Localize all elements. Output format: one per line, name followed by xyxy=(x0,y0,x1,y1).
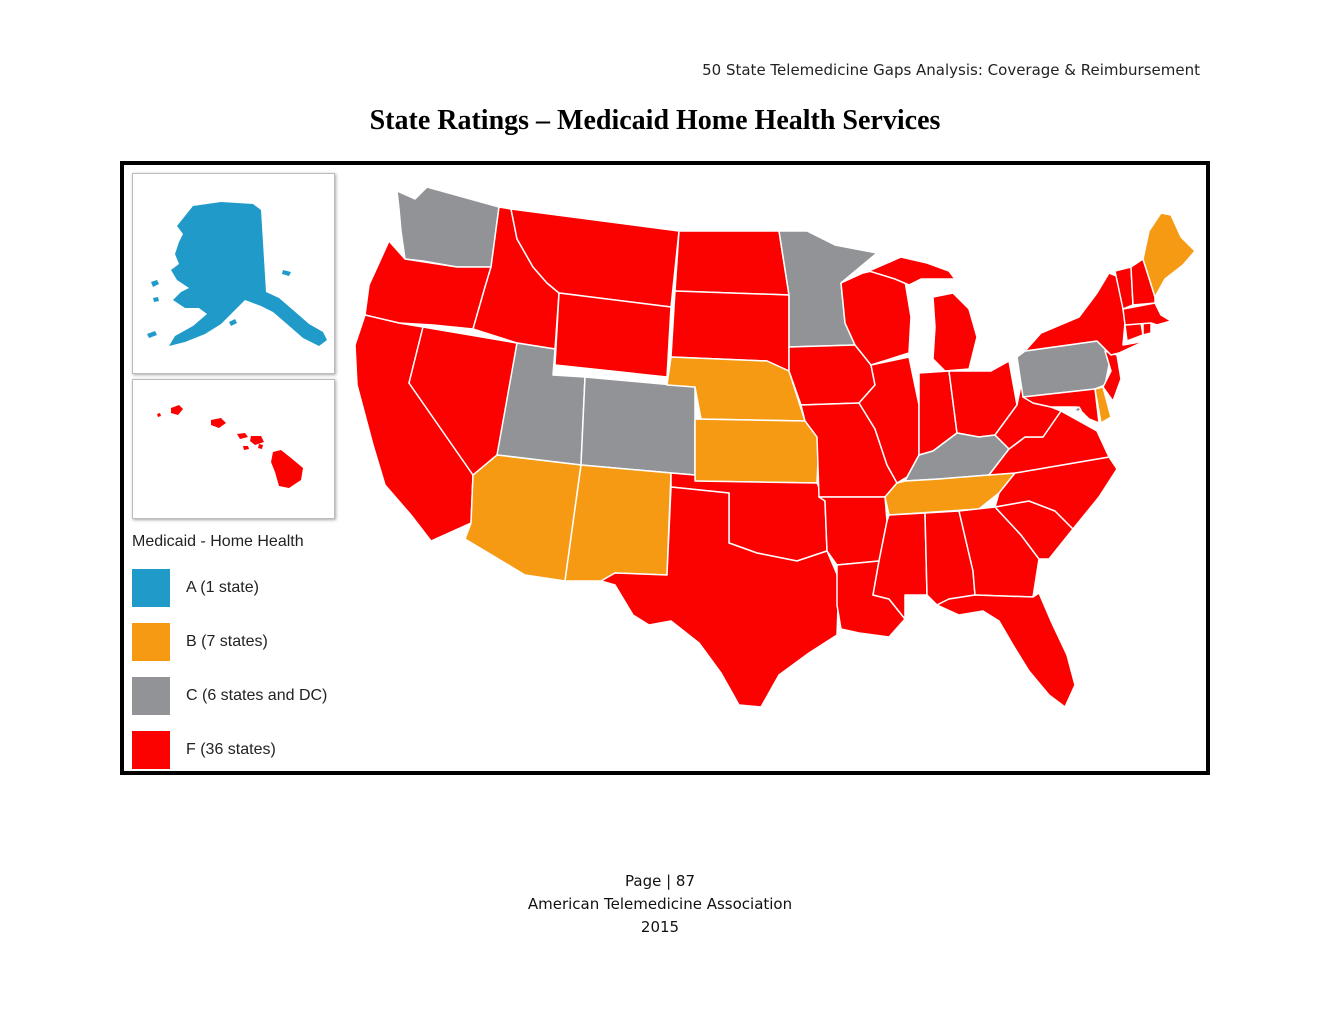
state-AR[interactable] xyxy=(818,496,888,566)
alaska-inset-svg xyxy=(147,202,327,346)
state-NM[interactable] xyxy=(564,464,672,582)
legend-swatch-b xyxy=(132,623,170,661)
page-number: Page | 87 xyxy=(625,872,695,890)
state-MI[interactable] xyxy=(868,256,978,372)
state-NJ[interactable] xyxy=(1102,350,1122,402)
state-RI[interactable] xyxy=(1142,322,1152,336)
legend-item-c: C (6 states and DC) xyxy=(132,669,327,723)
state-HI[interactable] xyxy=(157,405,303,488)
state-ND[interactable] xyxy=(674,230,790,296)
state-TX[interactable] xyxy=(600,486,840,708)
legend-label-b: B (7 states) xyxy=(186,633,268,650)
running-header: 50 State Telemedicine Gaps Analysis: Cov… xyxy=(702,61,1200,79)
legend-label-f: F (36 states) xyxy=(186,741,276,758)
state-CO[interactable] xyxy=(580,376,696,476)
legend: Medicaid - Home Health A (1 state) B (7 … xyxy=(132,533,327,777)
legend-swatch-a xyxy=(132,569,170,607)
legend-swatch-f xyxy=(132,731,170,769)
state-AK[interactable] xyxy=(147,202,327,346)
map-frame: Medicaid - Home Health A (1 state) B (7 … xyxy=(120,161,1210,775)
hawaii-inset xyxy=(132,379,335,519)
legend-item-f: F (36 states) xyxy=(132,723,327,777)
state-AZ[interactable] xyxy=(464,454,582,582)
footer-organization: American Telemedicine Association xyxy=(527,895,793,913)
legend-item-b: B (7 states) xyxy=(132,615,327,669)
legend-item-a: A (1 state) xyxy=(132,561,327,615)
state-CT[interactable] xyxy=(1124,322,1144,342)
state-FL[interactable] xyxy=(936,592,1076,708)
page-title: State Ratings – Medicaid Home Health Ser… xyxy=(369,105,941,136)
state-WA[interactable] xyxy=(396,186,500,268)
alaska-inset xyxy=(132,173,335,374)
state-NC[interactable] xyxy=(994,456,1118,530)
state-KS[interactable] xyxy=(694,418,820,484)
legend-title: Medicaid - Home Health xyxy=(132,533,304,550)
legend-label-c: C (6 states and DC) xyxy=(186,687,328,704)
state-DE[interactable] xyxy=(1094,386,1112,424)
state-DC[interactable] xyxy=(1074,406,1082,413)
footer-year: 2015 xyxy=(640,918,680,936)
us-map xyxy=(354,186,1195,708)
state-WV[interactable] xyxy=(994,384,1062,450)
hawaii-inset-svg xyxy=(157,405,303,488)
state-OR[interactable] xyxy=(364,240,492,330)
state-MA[interactable] xyxy=(1122,302,1172,326)
legend-swatch-c xyxy=(132,677,170,715)
state-NH[interactable] xyxy=(1130,258,1156,306)
page-footer: Page | 87 American Telemedicine Associat… xyxy=(0,870,1320,939)
state-ME[interactable] xyxy=(1142,212,1195,298)
legend-label-a: A (1 state) xyxy=(186,579,259,596)
state-WY[interactable] xyxy=(554,292,672,378)
